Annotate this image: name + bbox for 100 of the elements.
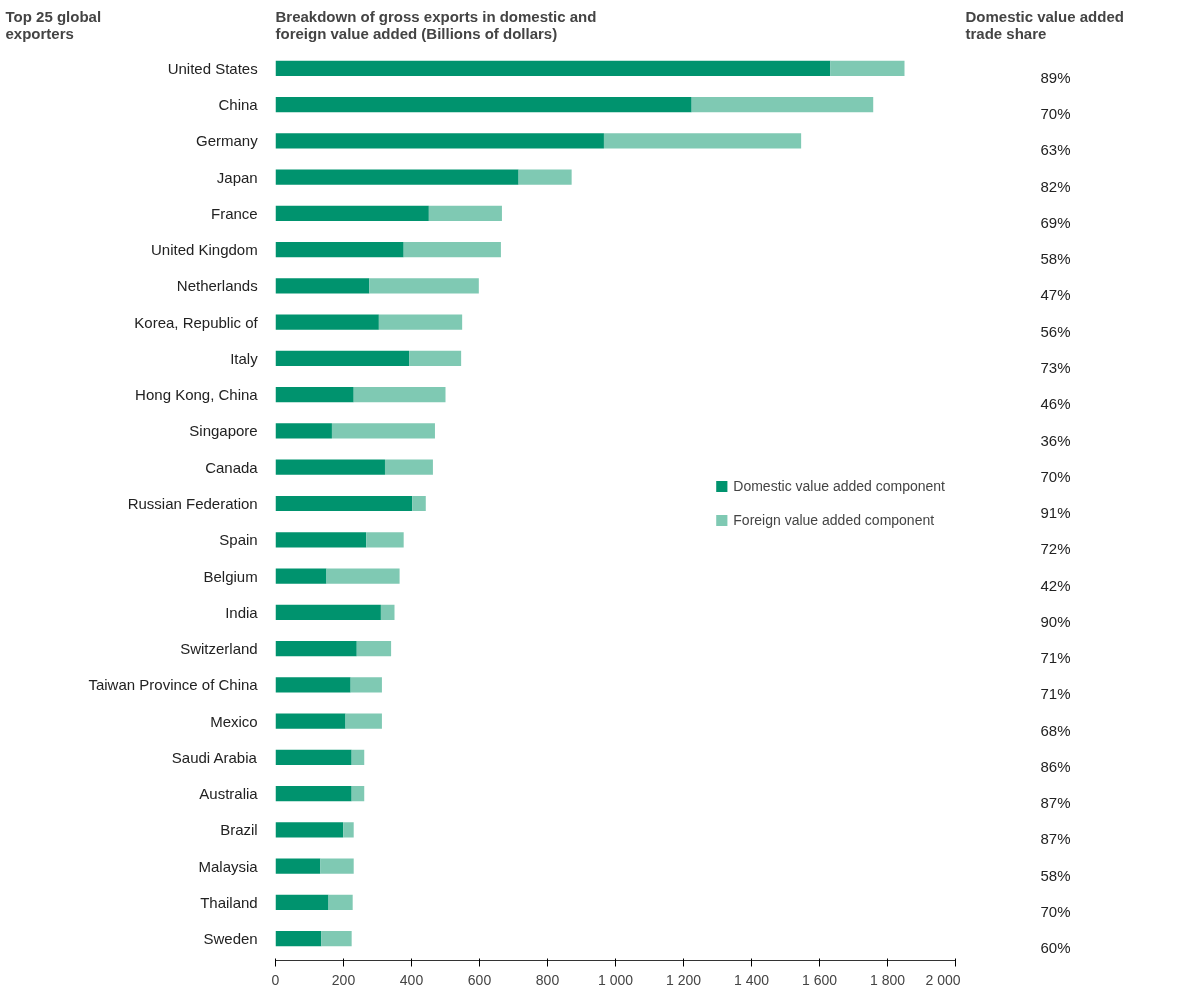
bar: [380, 604, 395, 620]
y-tick-label: France: [211, 204, 258, 222]
text: 71%: [1040, 685, 1071, 703]
bar: [366, 532, 404, 548]
text: 89%: [1040, 68, 1071, 86]
y-tick-label: Canada: [205, 458, 259, 476]
y-tick-label: Spain: [219, 531, 258, 549]
bar: [830, 60, 905, 76]
text: 90%: [1040, 612, 1071, 630]
bar: [275, 423, 332, 439]
bar: [275, 314, 379, 330]
bar: [275, 713, 346, 729]
x-tick-label: 1 600: [801, 971, 838, 988]
y-tick-label: Malaysia: [198, 857, 259, 875]
bar: [369, 278, 479, 294]
text: 58%: [1040, 866, 1071, 884]
bar: [275, 459, 385, 475]
bar: [275, 822, 344, 838]
text: 82%: [1040, 177, 1071, 195]
text: 69%: [1040, 213, 1071, 231]
y-tick-label: Netherlands: [176, 277, 258, 295]
y-axis-title: Top 25 global exporters: [5, 7, 102, 42]
bar: [378, 314, 463, 330]
legend-label: Foreign value added component: [733, 512, 935, 528]
y-tick-label: Australia: [199, 785, 259, 803]
y-tick-label: Italy: [230, 349, 259, 367]
y-tick-label: Mexico: [210, 712, 258, 730]
bar: [275, 350, 410, 367]
bar: [275, 677, 351, 693]
bar: [275, 241, 404, 258]
text: 36%: [1040, 431, 1071, 449]
y-tick-label: Taiwan Province of China: [88, 676, 259, 694]
x-tick-label: 1 800: [869, 971, 906, 988]
text: 58%: [1040, 250, 1071, 268]
bar: [275, 96, 692, 113]
bar: [275, 133, 604, 149]
text: 70%: [1040, 467, 1071, 485]
text: 73%: [1040, 358, 1071, 376]
bar: [428, 205, 502, 221]
bar: [691, 96, 874, 113]
bar: [275, 749, 352, 766]
bar: [275, 532, 367, 548]
bar: [275, 931, 322, 947]
bar: [603, 133, 802, 149]
text: 47%: [1040, 286, 1071, 304]
y-tick-label: Korea, Republic of: [134, 313, 259, 331]
y-tick-label: Switzerland: [180, 640, 258, 658]
text: 46%: [1040, 395, 1071, 413]
y-tick-label: United States: [167, 59, 258, 77]
bar: [275, 786, 352, 802]
y-tick-label: Russian Federation: [127, 495, 258, 512]
bar: [275, 60, 831, 76]
y-tick-label: Brazil: [220, 821, 258, 839]
bar: [275, 278, 370, 294]
text: 60%: [1040, 939, 1071, 957]
y2-axis-title: Domestic value added trade share: [965, 7, 1124, 42]
x-tick-label: 800: [535, 971, 560, 988]
bar: [275, 894, 329, 911]
x-tick-label: 600: [467, 971, 492, 988]
bar: [403, 241, 501, 258]
bar: [275, 640, 357, 657]
x-tick-label: 0: [271, 971, 280, 988]
x-tick-label: 1 000: [597, 971, 634, 988]
bar: [275, 858, 321, 874]
legend-label: Domestic value added component: [733, 478, 945, 494]
text: 72%: [1040, 540, 1071, 558]
text: 70%: [1040, 105, 1071, 123]
bar: [328, 894, 353, 911]
y-tick-label: Belgium: [203, 567, 258, 585]
y-tick-label: Singapore: [189, 422, 258, 440]
bar: [384, 459, 433, 475]
bar: [412, 495, 426, 512]
bar: [275, 205, 429, 221]
text: 63%: [1040, 141, 1071, 159]
y-tick-label: India: [225, 603, 259, 621]
bar: [320, 858, 354, 874]
bar: [345, 713, 382, 729]
bar: [275, 387, 354, 403]
text: 91%: [1040, 504, 1071, 522]
y-tick-label: Sweden: [203, 930, 258, 948]
bar: [275, 568, 327, 584]
bar: [321, 931, 352, 947]
text: 70%: [1040, 903, 1071, 921]
bar: [331, 423, 435, 439]
y-tick-label: Hong Kong, China: [135, 386, 259, 404]
text: 42%: [1040, 576, 1071, 594]
text: 71%: [1040, 649, 1071, 667]
bar: [518, 169, 572, 185]
chart-title: Breakdown of gross exports in domestic and foreign value added (Billions of dollars): [275, 7, 597, 42]
bar: [350, 677, 382, 693]
y-tick-label: Thailand: [200, 893, 258, 911]
bar: [351, 786, 365, 802]
text: 87%: [1040, 830, 1071, 848]
bar: [326, 568, 400, 584]
y-tick-label: United Kingdom: [150, 241, 258, 259]
text: 87%: [1040, 794, 1071, 812]
y-tick-label: Japan: [216, 168, 258, 186]
x-tick-label: 200: [331, 971, 356, 988]
bar: [275, 169, 519, 185]
bar: [275, 604, 381, 620]
